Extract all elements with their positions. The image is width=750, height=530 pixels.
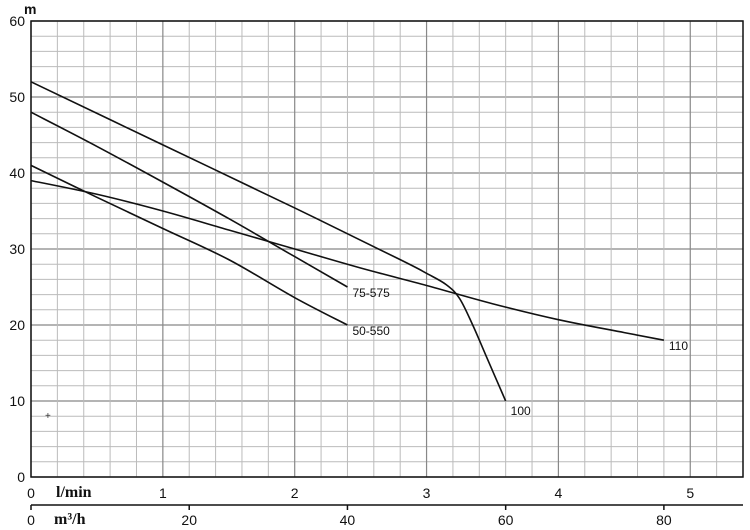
x-axis-top-label: l/min xyxy=(56,484,92,501)
x-bottom-tick-label: 0 xyxy=(27,512,35,528)
curve-label: 110 xyxy=(669,339,688,353)
curves: 50-550 75-575 100 110 xyxy=(30,81,688,418)
y-tick-label: 50 xyxy=(9,89,25,105)
curve-110 xyxy=(30,179,665,341)
y-tick-label: 40 xyxy=(9,165,25,181)
y-tick-label: 20 xyxy=(9,317,25,333)
curve-50-550 xyxy=(30,164,348,326)
y-tick-label: 0 xyxy=(17,469,25,485)
plot-border xyxy=(30,20,744,478)
x-top-tick-label: 2 xyxy=(291,485,299,501)
y-axis-label: m xyxy=(24,1,36,17)
x-top-tick-label: 5 xyxy=(686,485,694,501)
x-bottom-tick-label: 40 xyxy=(340,512,356,528)
x-bottom-tick-label: 80 xyxy=(656,512,672,528)
curve-label: 75-575 xyxy=(352,286,390,300)
x-top-tick-label: 3 xyxy=(423,485,431,501)
y-tick-label: 10 xyxy=(9,393,25,409)
x-top-tick-label: 4 xyxy=(555,485,563,501)
x-axis-bottom-label: m³/h xyxy=(54,511,86,528)
x-bottom-tick-label: 20 xyxy=(181,512,197,528)
curve-label: 50-550 xyxy=(352,324,390,338)
x-axes: 0 1 2 3 4 5 0 20 40 60 80 xyxy=(27,485,743,528)
y-tick-label: 30 xyxy=(9,241,25,257)
grid xyxy=(30,20,744,478)
stray-mark: + xyxy=(45,411,51,422)
y-tick-labels: 0 10 20 30 40 50 60 xyxy=(9,13,25,485)
y-tick-label: 60 xyxy=(9,13,25,29)
x-top-tick-label: 1 xyxy=(159,485,167,501)
curve-75-575 xyxy=(30,111,348,288)
curve-label: 100 xyxy=(511,404,531,418)
curve-100 xyxy=(30,81,507,402)
x-top-tick-label: 0 xyxy=(27,485,35,501)
x-bottom-tick-label: 60 xyxy=(498,512,514,528)
